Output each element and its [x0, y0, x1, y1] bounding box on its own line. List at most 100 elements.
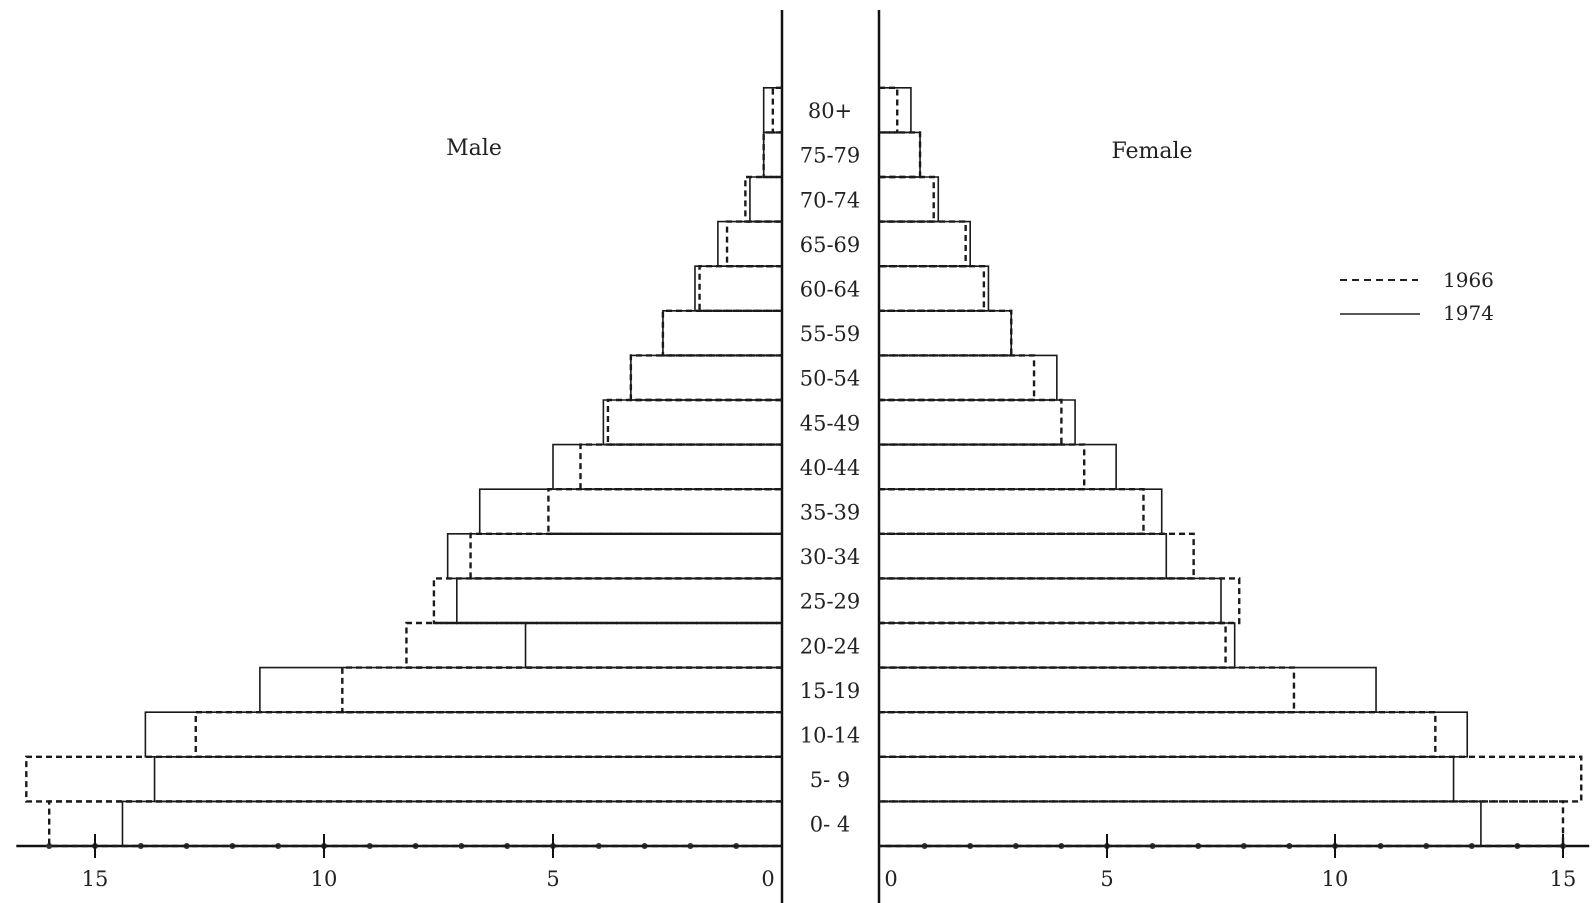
tick-labels-group: 0 5 10 15 0 5 10 15: [82, 867, 1577, 891]
female-bar-1974-80: [879, 87, 912, 134]
male-bar-1974-75-79: [762, 131, 782, 178]
legend-1966-label: 1966: [1443, 268, 1494, 292]
female-bar-1966-80: [879, 86, 899, 134]
female-bar-1966-60-64: [879, 265, 986, 312]
male-bar-1966-25-29: [432, 577, 782, 625]
male-bar-1974-45-49: [602, 399, 782, 446]
age-label-30-34: 30-34: [800, 545, 861, 569]
female-tick-label-5: 5: [1100, 867, 1113, 891]
male-bar-1974-0-4: [121, 800, 782, 847]
male-bar-1966-45-49: [606, 398, 782, 446]
female-bar-1966-0-4: [879, 800, 1565, 848]
female-bar-1966-20-24: [879, 621, 1227, 669]
female-bar-1966-55-59: [879, 309, 1013, 357]
male-bar-1974-10-14: [144, 711, 782, 758]
age-label-55-59: 55-59: [800, 322, 861, 346]
male-bar-1966-80: [771, 86, 782, 134]
female-bar-1966-30-34: [879, 532, 1195, 580]
female-bar-1974-15-19: [879, 666, 1377, 713]
age-label-70-74: 70-74: [800, 188, 861, 212]
age-label-0-4: 0- 4: [810, 813, 851, 837]
female-bar-1974-55-59: [879, 310, 1013, 357]
age-label-45-49: 45-49: [800, 411, 861, 435]
male-bar-1974-35-39: [478, 488, 782, 535]
female-bar-1966-40-44: [879, 443, 1086, 491]
female-bar-1974-10-14: [879, 711, 1469, 758]
age-label-50-54: 50-54: [800, 367, 861, 391]
female-bar-1966-70-74: [879, 175, 935, 223]
male-bar-1974-40-44: [552, 443, 782, 490]
male-bar-1966-70-74: [744, 175, 782, 223]
female-bar-1974-0-4: [879, 800, 1482, 847]
female-bar-1974-40-44: [879, 443, 1117, 490]
female-bar-1966-75-79: [879, 131, 922, 179]
male-bar-1966-40-44: [579, 443, 782, 491]
age-label-10-14: 10-14: [800, 724, 861, 748]
female-tick-label-0: 0: [884, 867, 897, 891]
male-tick-label-0: 0: [761, 867, 774, 891]
male-bar-1966-10-14: [194, 711, 782, 758]
age-label-40-44: 40-44: [800, 456, 861, 480]
age-label-20-24: 20-24: [800, 634, 861, 658]
legend-1974-label: 1974: [1443, 301, 1494, 325]
male-tick-label-15: 15: [82, 867, 109, 891]
female-bar-1974-70-74: [879, 176, 940, 223]
female-bar-1966-35-39: [879, 488, 1145, 535]
male-axis-unit-mark: [46, 843, 53, 849]
female-bar-1974-25-29: [879, 577, 1222, 624]
female-bar-1974-75-79: [879, 131, 921, 178]
male-bar-1966-0-4: [48, 800, 782, 848]
male-bar-1974-25-29: [456, 577, 782, 624]
female-bar-1974-30-34: [879, 533, 1168, 580]
age-label-60-64: 60-64: [800, 278, 861, 302]
female-side-label: Female: [1111, 139, 1192, 164]
male-bar-1966-75-79: [762, 131, 782, 179]
male-bar-1974-50-54: [630, 354, 782, 401]
age-label-15-19: 15-19: [800, 679, 861, 703]
female-bar-1966-5-9: [879, 755, 1583, 803]
male-bar-1966-35-39: [547, 488, 782, 535]
female-bar-1974-50-54: [879, 354, 1058, 401]
female-bar-1974-65-69: [879, 220, 971, 267]
male-tick-label-5: 5: [546, 867, 559, 891]
male-bar-1974-60-64: [694, 265, 782, 312]
female-bar-1966-50-54: [879, 354, 1036, 402]
female-tick-label-15: 15: [1550, 867, 1577, 891]
male-bar-1974-30-34: [446, 533, 782, 580]
age-label-80: 80+: [808, 99, 852, 123]
female-bar-1974-5-9: [879, 756, 1455, 803]
age-label-25-29: 25-29: [800, 590, 861, 614]
age-label-5-9: 5- 9: [810, 768, 851, 792]
male-bar-1966-60-64: [698, 265, 782, 312]
male-bar-1974-70-74: [749, 176, 782, 223]
male-bar-1966-20-24: [405, 621, 782, 669]
male-bar-1966-50-54: [629, 354, 782, 402]
female-bar-1966-25-29: [879, 577, 1241, 625]
male-bar-1974-20-24: [524, 622, 782, 669]
male-bar-1966-15-19: [341, 666, 782, 714]
bars-1966-group: [25, 86, 1583, 848]
female-bar-1974-45-49: [879, 399, 1076, 446]
age-labels-group: 0- 4 5- 9 10-14 15-19 20-24 25-29 30-34 35-39 40…: [800, 99, 861, 837]
age-label-75-79: 75-79: [800, 144, 861, 168]
female-bar-1974-35-39: [879, 488, 1163, 535]
male-bar-1974-5-9: [153, 756, 782, 803]
female-bar-1966-45-49: [879, 398, 1063, 446]
male-bar-1974-55-59: [662, 310, 782, 357]
male-tick-label-10: 10: [311, 867, 338, 891]
female-bar-1966-65-69: [879, 220, 967, 268]
female-tick-label-10: 10: [1322, 867, 1349, 891]
male-bar-1974-15-19: [259, 666, 782, 713]
male-bar-1966-55-59: [661, 309, 782, 357]
male-side-label: Male: [446, 136, 502, 161]
male-bar-1966-5-9: [25, 755, 782, 803]
female-bar-1974-20-24: [879, 622, 1236, 669]
female-bar-1966-15-19: [879, 666, 1296, 714]
female-bar-1974-60-64: [879, 265, 990, 312]
age-label-65-69: 65-69: [800, 233, 861, 257]
male-bar-1966-65-69: [725, 220, 782, 268]
male-bar-1966-30-34: [469, 532, 782, 580]
legend: 1966 1974: [1340, 268, 1494, 325]
age-label-35-39: 35-39: [800, 501, 861, 525]
